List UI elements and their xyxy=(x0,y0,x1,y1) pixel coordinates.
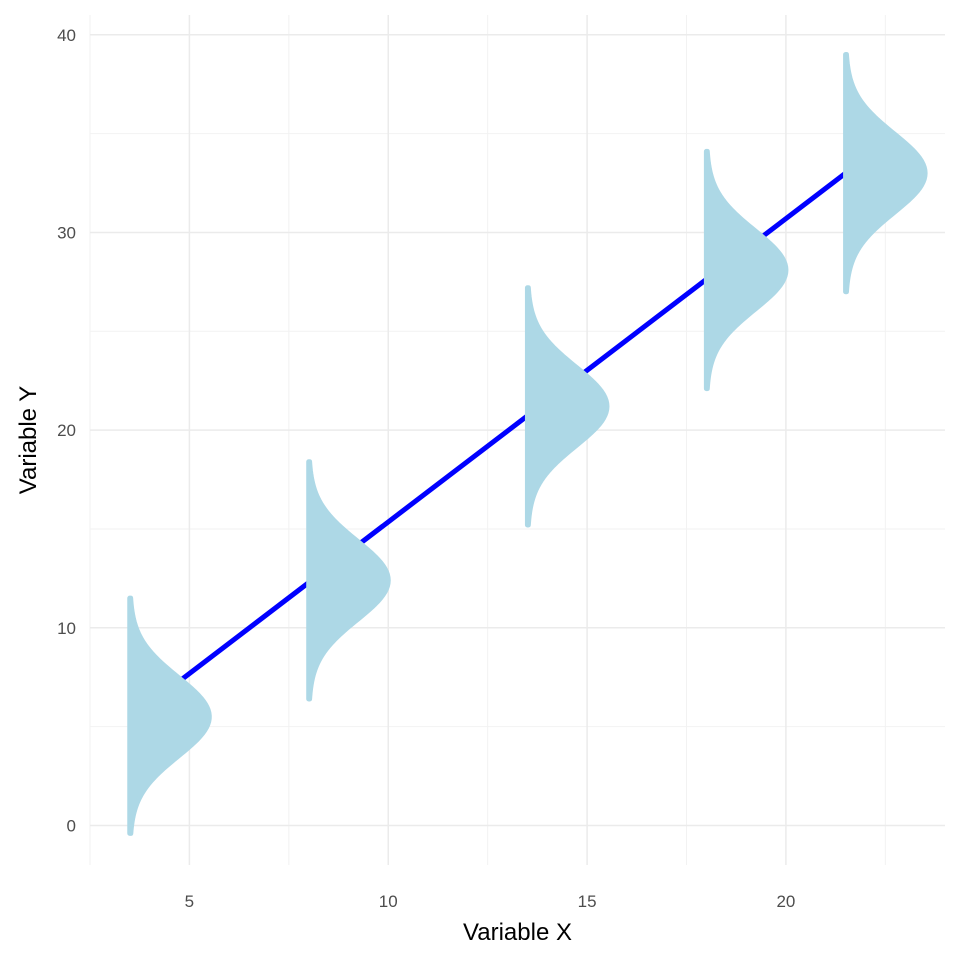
density-layer xyxy=(127,52,928,836)
x-tick-label-0: 5 xyxy=(185,892,194,911)
x-axis-tick-labels: 5 10 15 20 xyxy=(185,892,796,911)
x-tick-label-1: 10 xyxy=(379,892,398,911)
y-tick-label-3: 30 xyxy=(57,223,76,242)
y-tick-label-4: 40 xyxy=(57,26,76,45)
density-shape-1 xyxy=(306,459,391,702)
y-axis-tick-labels: 0 10 20 30 40 xyxy=(57,26,76,836)
x-tick-label-2: 15 xyxy=(578,892,597,911)
y-axis-title: Variable Y xyxy=(15,386,42,495)
y-tick-label-1: 10 xyxy=(57,619,76,638)
minor-gridlines xyxy=(89,15,945,865)
major-gridlines xyxy=(90,15,945,865)
y-tick-label-2: 20 xyxy=(57,421,76,440)
x-axis-title: Variable X xyxy=(463,919,572,946)
density-shape-3 xyxy=(703,148,789,392)
y-tick-label-0: 0 xyxy=(67,816,76,835)
x-tick-label-3: 20 xyxy=(776,892,795,911)
density-shape-4 xyxy=(843,52,928,295)
density-shape-0 xyxy=(127,595,212,836)
density-shape-2 xyxy=(524,285,610,528)
